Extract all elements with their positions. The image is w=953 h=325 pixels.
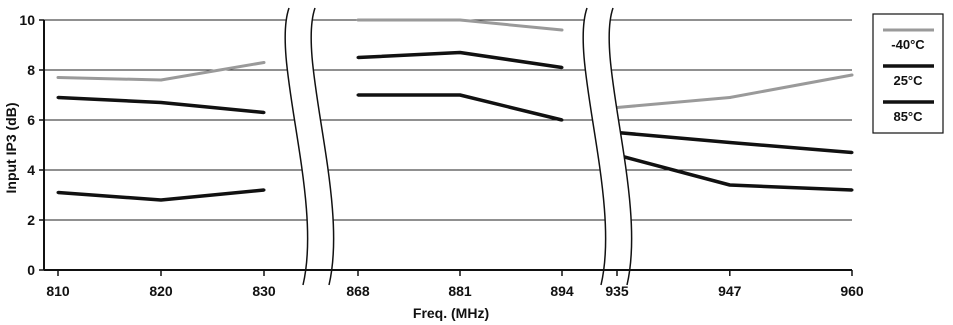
data-point-minus40c <box>458 18 462 22</box>
data-point-minus40c <box>728 96 732 99</box>
axis-break-line <box>582 7 607 286</box>
data-point-25c <box>356 56 360 59</box>
series-line-85c <box>616 153 853 192</box>
y-tick-label: 8 <box>27 62 35 78</box>
axes <box>43 20 852 271</box>
axis-break-gap <box>583 8 632 285</box>
series-line-25c <box>616 130 853 155</box>
data-point-85c <box>356 93 360 97</box>
data-point-85c <box>850 188 854 192</box>
axis-break-line <box>608 7 633 286</box>
x-tick-label: 935 <box>605 283 629 299</box>
legend-box <box>872 13 944 134</box>
x-tick-label: 947 <box>718 283 742 299</box>
grid-lines <box>44 19 852 221</box>
data-point-minus40c <box>262 61 266 64</box>
x-tick-label: 830 <box>252 283 276 299</box>
x-axis-title: Freq. (MHz) <box>413 305 489 321</box>
data-point-25c <box>728 141 732 144</box>
series-line-25c <box>357 50 563 70</box>
x-tick-label: 960 <box>840 283 864 299</box>
data-point-25c <box>560 66 564 69</box>
y-tick-label: 4 <box>27 162 35 178</box>
y-tick-label: 6 <box>27 112 35 128</box>
data-point-85c <box>458 93 462 97</box>
data-point-85c <box>56 191 60 194</box>
data-point-25c <box>458 51 462 54</box>
data-point-25c <box>262 111 266 114</box>
data-point-minus40c <box>850 73 854 77</box>
x-tick-label: 820 <box>149 283 173 299</box>
x-tick-label: 810 <box>46 283 70 299</box>
axis-break-line <box>284 7 309 286</box>
data-point-minus40c <box>356 18 360 22</box>
series-line-25c <box>57 95 265 115</box>
y-tick-labels: 0 2 4 6 8 10 <box>19 12 44 278</box>
data-point-25c <box>56 96 60 99</box>
data-point-25c <box>159 101 163 104</box>
axis-breaks <box>284 7 633 286</box>
y-tick-label: 0 <box>27 262 35 278</box>
data-point-85c <box>728 183 732 187</box>
axis-break-line <box>310 7 335 286</box>
legend-label: -40°C <box>891 37 925 52</box>
x-tick-label: 894 <box>550 283 574 299</box>
series-layer <box>56 18 854 202</box>
series-line-minus40c <box>616 73 853 109</box>
data-point-minus40c <box>159 78 163 82</box>
x-tick-label: 881 <box>448 283 472 299</box>
data-point-85c <box>560 118 564 122</box>
data-point-85c <box>159 198 163 202</box>
axis-break-gap <box>285 8 334 285</box>
y-axis-title: Input IP3 (dB) <box>3 103 19 194</box>
y-tick-label: 2 <box>27 212 35 228</box>
legend: -40°C 25°C 85°C <box>872 13 944 134</box>
data-point-85c <box>262 188 266 192</box>
series-line-85c <box>358 93 563 122</box>
data-point-minus40c <box>56 76 60 79</box>
data-point-minus40c <box>560 28 564 32</box>
y-tick-label: 10 <box>19 12 35 28</box>
x-tick-label: 868 <box>346 283 370 299</box>
series-line-minus40c <box>57 61 265 82</box>
legend-label: 25°C <box>893 73 923 88</box>
data-point-25c <box>850 151 854 154</box>
x-tick-labels: 810 820 830 868 881 894 935 947 960 <box>46 270 864 299</box>
legend-label: 85°C <box>893 109 923 124</box>
